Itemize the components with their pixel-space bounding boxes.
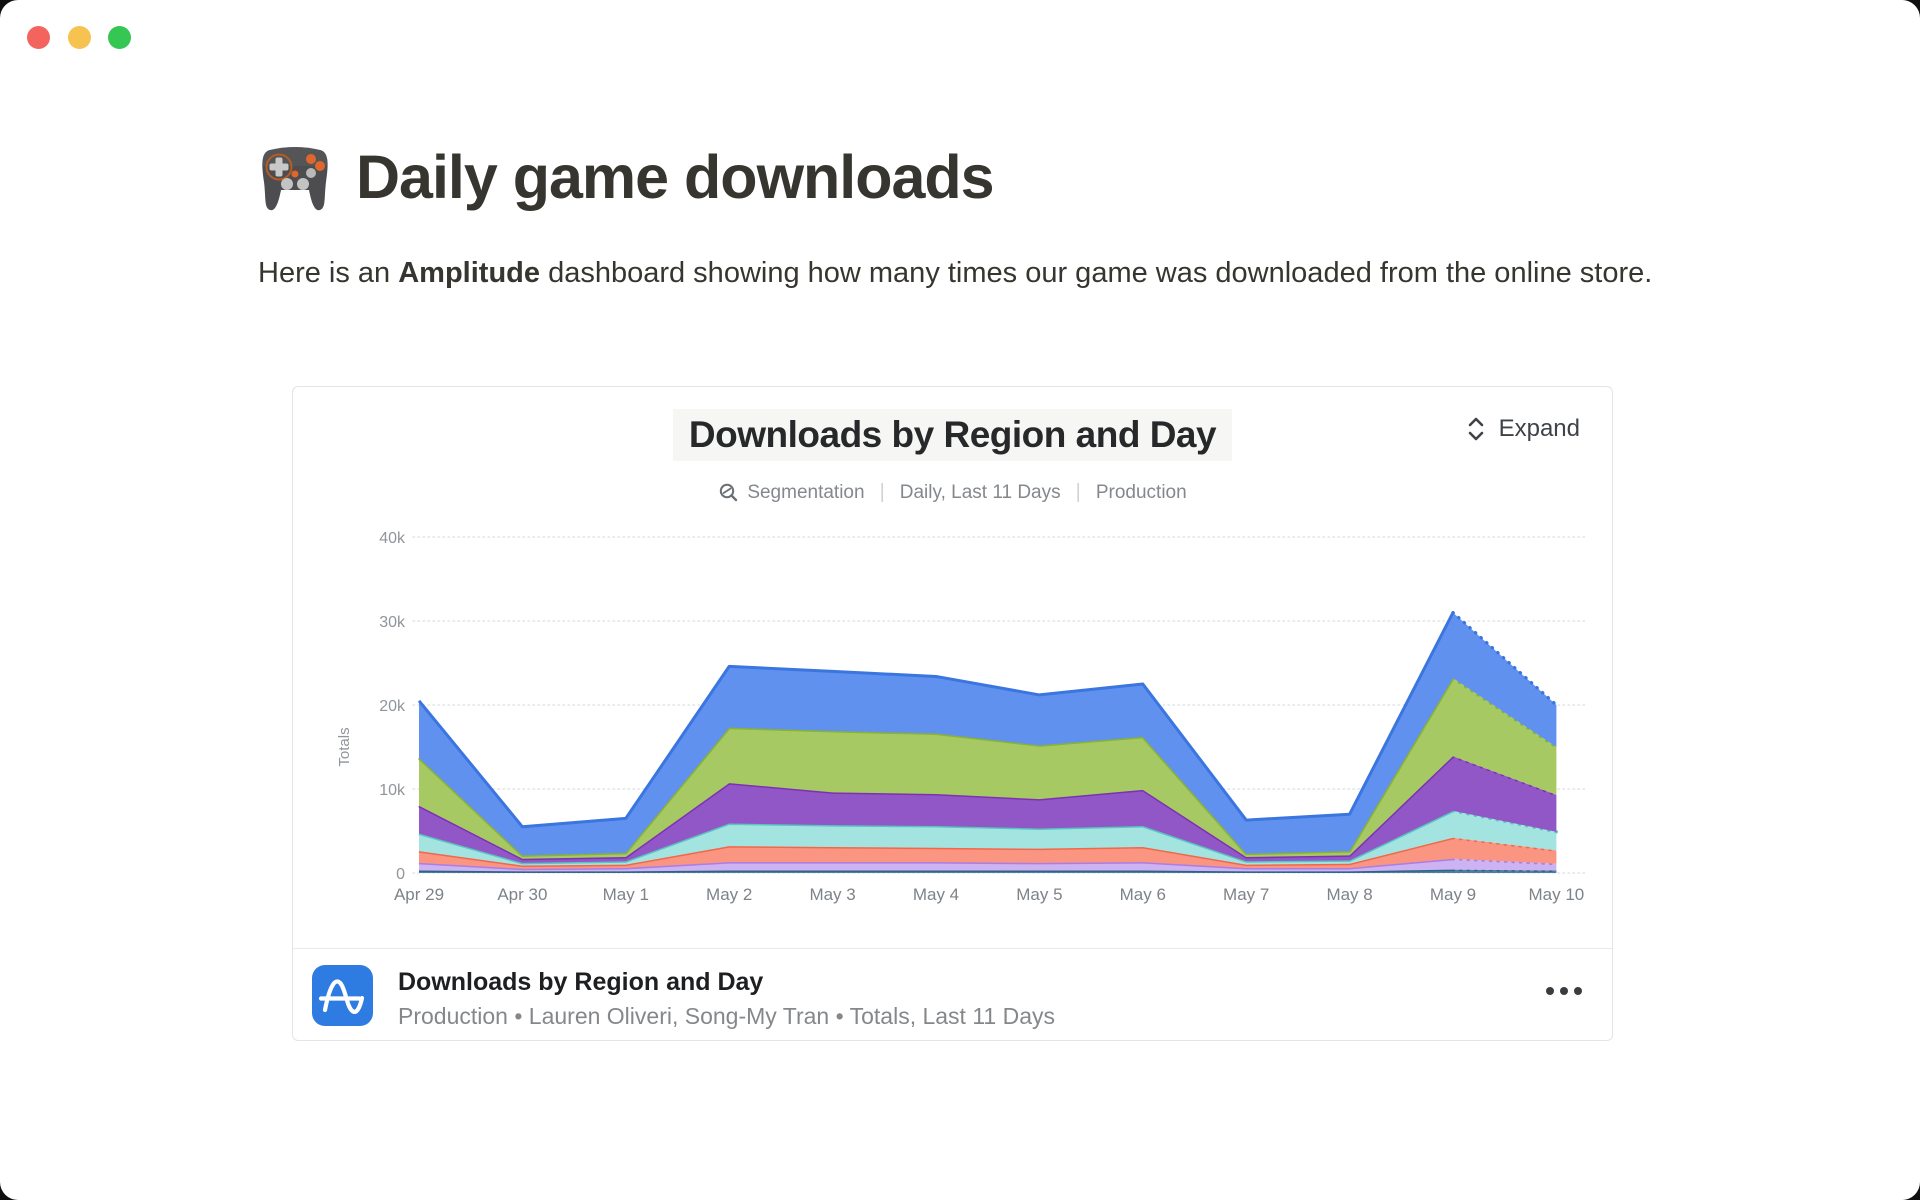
svg-text:20k: 20k	[379, 698, 406, 715]
meta-separator: |	[1075, 481, 1081, 503]
svg-text:May 3: May 3	[809, 885, 855, 904]
meta-separator: |	[879, 481, 885, 503]
svg-text:May 6: May 6	[1120, 885, 1166, 904]
svg-text:May 7: May 7	[1223, 885, 1269, 904]
svg-text:May 8: May 8	[1326, 885, 1372, 904]
svg-text:Totals: Totals	[336, 727, 353, 766]
intro-suffix: dashboard showing how many times our gam…	[540, 257, 1653, 289]
svg-text:May 5: May 5	[1016, 885, 1062, 904]
more-options-button[interactable]	[1546, 987, 1582, 995]
intro-prefix: Here is an	[258, 257, 399, 289]
svg-text:30k: 30k	[379, 614, 406, 631]
expand-label: Expand	[1498, 415, 1580, 442]
chart-meta-row: Segmentation | Daily, Last 11 Days | Pro…	[293, 481, 1612, 504]
amplitude-logo	[312, 965, 373, 1026]
svg-text:10k: 10k	[379, 782, 406, 799]
svg-text:0: 0	[396, 866, 405, 883]
page-title: Daily game downloads	[356, 143, 995, 211]
zoom-button[interactable]	[108, 26, 131, 49]
amplitude-a-glyph-icon	[318, 979, 365, 1014]
stacked-area-chart: 0 10k 20k 30k 40k Totals Apr 29 Apr 30 May 1 May …	[336, 530, 1586, 904]
amplitude-embed-card: Expand Downloads by Region and Day Segme…	[292, 386, 1613, 1041]
gamepad-emoji-icon	[262, 147, 328, 211]
card-footer: Downloads by Region and Day Production •…	[293, 948, 1612, 1040]
svg-text:40k: 40k	[379, 530, 406, 547]
intro-paragraph: Here is an Amplitude dashboard showing h…	[258, 250, 1658, 296]
expand-button[interactable]: Expand	[1464, 415, 1580, 443]
svg-text:May 1: May 1	[603, 885, 649, 904]
svg-text:May 9: May 9	[1430, 885, 1476, 904]
footer-chart-title: Downloads by Region and Day	[398, 968, 764, 996]
intro-bold: Amplitude	[398, 257, 541, 289]
meta-segmentation-label: Segmentation	[747, 481, 865, 503]
chart-title: Downloads by Region and Day	[672, 409, 1233, 461]
minimize-button[interactable]	[68, 26, 91, 49]
footer-chart-subtitle: Production • Lauren Oliveri, Song-My Tra…	[398, 1003, 1056, 1029]
segmentation-magnifier-icon	[720, 483, 738, 502]
svg-text:Apr 29: Apr 29	[394, 885, 444, 904]
svg-text:May 4: May 4	[913, 885, 959, 904]
meta-range: Daily, Last 11 Days	[899, 481, 1061, 503]
svg-text:Apr 30: Apr 30	[497, 885, 547, 904]
page-header: Daily game downloads	[256, 142, 995, 212]
meta-environment: Production	[1095, 481, 1187, 503]
meta-segmentation: Segmentation	[718, 481, 865, 504]
svg-text:May 10: May 10	[1529, 885, 1585, 904]
svg-text:May 2: May 2	[706, 885, 752, 904]
close-button[interactable]	[27, 26, 50, 49]
expand-chevrons-icon	[1468, 417, 1483, 441]
